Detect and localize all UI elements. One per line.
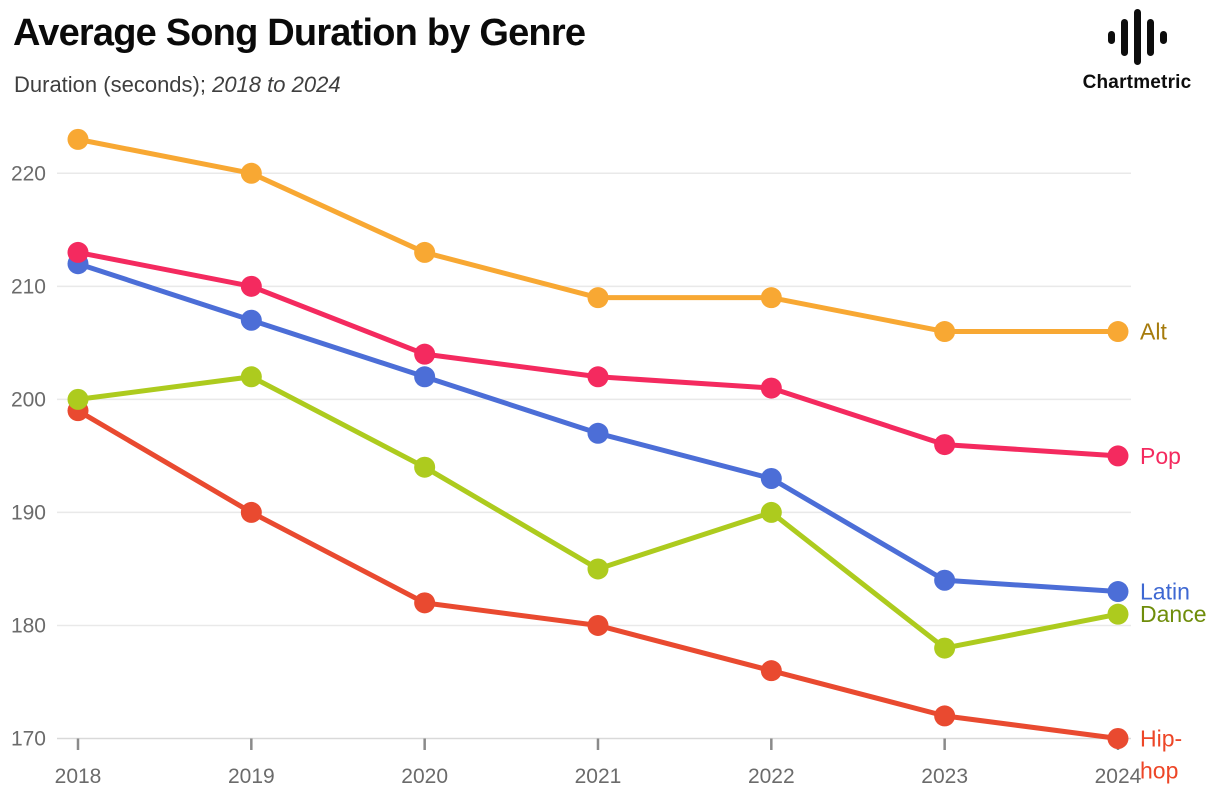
data-point-alt [1107,321,1129,343]
chartmetric-logo-icon [1064,6,1210,68]
data-point-pop [760,377,782,399]
y-tick-label: 190 [11,501,46,524]
data-point-hip-hop [240,501,262,523]
chartmetric-wordmark: Chartmetric [1082,72,1192,93]
page-title: Average Song Duration by Genre [13,12,586,54]
data-point-alt [760,287,782,309]
chart-subtitle-plain: Duration (seconds); [14,72,213,97]
logo-bar [1120,18,1128,56]
data-point-dance [587,558,609,580]
data-point-latin [240,309,262,331]
x-tick-label: 2019 [228,765,275,788]
logo-bar [1159,30,1167,44]
series-label-latin: Latin [1140,579,1190,605]
data-point-alt [240,162,262,184]
data-point-dance [760,501,782,523]
data-point-latin [934,569,956,591]
data-point-latin [760,468,782,490]
data-point-hip-hop [1107,728,1129,749]
x-tick-label: 2020 [401,765,448,788]
series-label-hip-hop: hop [1140,758,1178,784]
data-point-pop [934,434,956,456]
chartmetric-brand: Chartmetric [1064,6,1210,94]
series-label-pop: Pop [1140,443,1181,469]
data-point-latin [1107,581,1129,603]
x-tick-label: 2022 [748,765,795,788]
data-point-pop [414,343,436,365]
data-point-alt [587,287,609,309]
data-point-pop [1107,445,1129,467]
series-label-hip-hop: Hip- [1140,726,1182,752]
series-label-dance: Dance [1140,601,1206,627]
logo-bar [1146,18,1154,56]
data-point-dance [67,388,89,410]
data-point-alt [414,241,436,263]
x-tick-label: 2021 [575,765,622,788]
data-point-hip-hop [587,614,609,636]
data-point-hip-hop [414,592,436,614]
data-point-dance [414,456,436,478]
data-point-latin [414,366,436,388]
data-point-hip-hop [934,705,956,727]
y-tick-label: 210 [11,275,46,298]
data-point-latin [587,422,609,444]
x-tick-label: 2018 [55,765,102,788]
y-tick-label: 170 [11,728,46,751]
y-tick-label: 220 [11,162,46,185]
data-point-pop [587,366,609,388]
data-point-alt [67,128,89,150]
chart-subtitle-range: 2018 to 2024 [212,72,341,97]
data-point-pop [67,241,89,263]
x-tick-label: 2023 [921,765,968,788]
data-point-hip-hop [760,660,782,682]
x-tick-label: 2024 [1095,765,1142,788]
data-point-dance [1107,603,1129,625]
data-point-dance [240,366,262,388]
data-point-dance [934,637,956,659]
y-tick-label: 180 [11,614,46,637]
logo-bar [1107,30,1115,44]
logo-bar [1133,9,1141,65]
data-point-pop [240,275,262,297]
data-point-alt [934,321,956,343]
series-label-alt: Alt [1140,319,1167,345]
chart-subtitle: Duration (seconds); 2018 to 2024 [14,72,341,98]
y-tick-label: 200 [11,388,46,411]
